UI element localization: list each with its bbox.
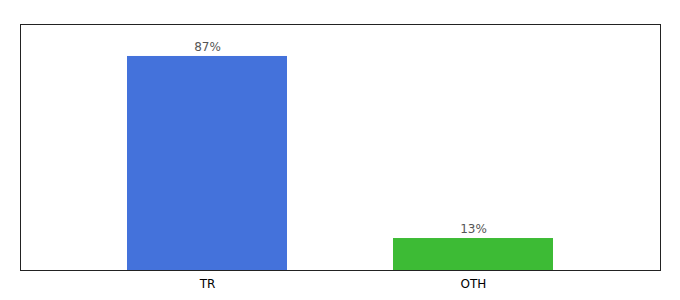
svg-text:87%: 87% [194,40,221,54]
svg-text:OTH: OTH [461,277,487,291]
svg-text:13%: 13% [460,222,487,236]
svg-text:TR: TR [199,277,216,291]
